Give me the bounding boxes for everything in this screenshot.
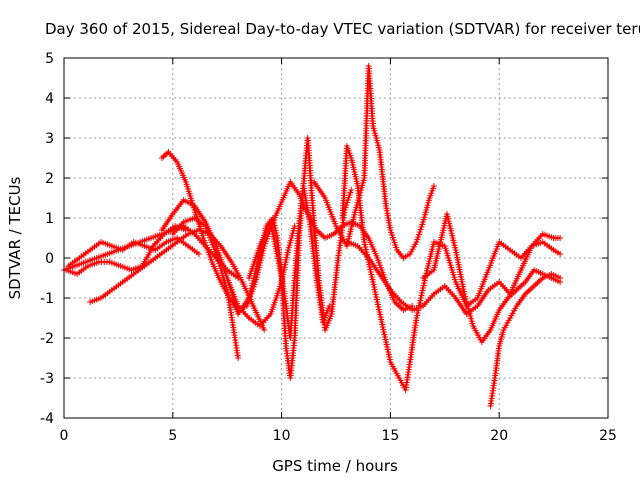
y-tick-label: 2	[45, 171, 54, 187]
data-point	[235, 355, 242, 361]
x-tick-label: 0	[60, 428, 69, 444]
y-tick-label: -3	[40, 371, 54, 387]
y-tick-label: 0	[45, 251, 54, 267]
x-tick-label: 20	[490, 428, 508, 444]
grid-lines	[64, 58, 608, 418]
y-axis-label: SDTVAR / TECUs	[6, 176, 24, 299]
y-tick-label: 4	[45, 91, 54, 107]
data-point	[557, 235, 564, 241]
y-tick-label: 1	[45, 211, 54, 227]
series-13	[420, 211, 564, 345]
plot-frame	[63, 57, 609, 419]
x-tick-label: 25	[599, 428, 617, 444]
data-point	[326, 303, 333, 309]
y-tick-label: -2	[40, 331, 54, 347]
data-point	[430, 183, 437, 189]
x-tick-label: 15	[381, 428, 399, 444]
y-tick-label: -4	[40, 411, 54, 427]
series-9	[224, 183, 333, 341]
y-tick-label: 5	[45, 51, 54, 67]
series-2	[65, 235, 202, 269]
data-series	[61, 63, 564, 409]
data-point	[182, 227, 189, 233]
x-axis-ticks: 0 5 10 15 20 25	[60, 58, 617, 444]
chart-title: Day 360 of 2015, Sidereal Day-to-day VTE…	[45, 20, 640, 38]
data-point	[261, 327, 268, 333]
x-axis-label: GPS time / hours	[272, 457, 398, 475]
data-point	[348, 187, 355, 193]
series-10	[311, 63, 437, 261]
series-4	[87, 227, 268, 333]
y-axis-ticks: 5 4 3 2 1 0 -1 -2 -3 -4	[40, 51, 608, 427]
series-14	[487, 271, 564, 409]
series-7	[169, 215, 242, 361]
x-tick-label: 5	[168, 428, 177, 444]
x-tick-label: 10	[273, 428, 291, 444]
data-point	[557, 251, 564, 257]
data-point	[195, 251, 202, 257]
series-3	[63, 223, 189, 277]
data-point	[557, 275, 564, 281]
y-tick-label: -1	[40, 291, 54, 307]
series-line	[313, 64, 435, 260]
series-12	[343, 231, 564, 317]
y-tick-label: 3	[45, 131, 54, 147]
